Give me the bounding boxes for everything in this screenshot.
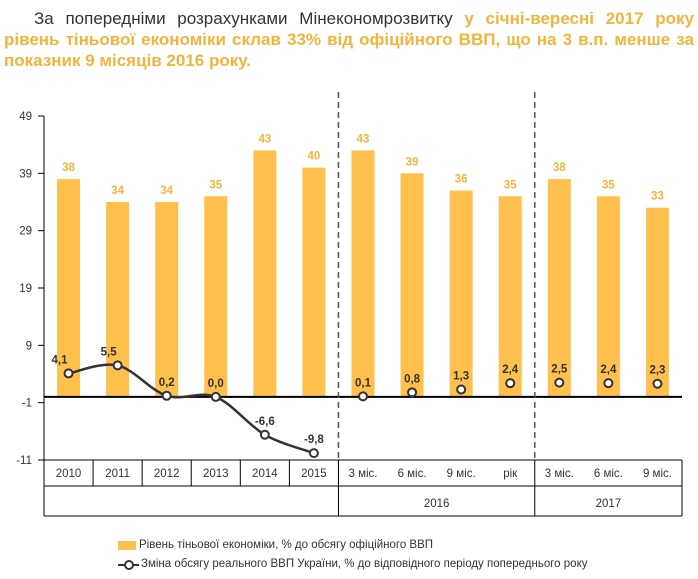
- bar-value-label: 35: [504, 179, 517, 191]
- bar: [155, 202, 179, 397]
- line-point: [161, 390, 172, 401]
- line-point: [603, 378, 614, 389]
- line-point: [259, 429, 270, 440]
- bar-data-labels: 38 34 34 35 43 40 43 39 36 35 38 35 33: [62, 133, 664, 202]
- line-point: [210, 391, 221, 402]
- x-tick-label: 2014: [252, 468, 278, 480]
- x-tick-label: 6 міс.: [398, 468, 427, 480]
- bar-value-label: 40: [308, 151, 321, 163]
- line-value-label: -6,6: [255, 416, 275, 428]
- bar: [449, 190, 473, 397]
- x-tick-label: 2015: [301, 468, 327, 480]
- bar: [57, 179, 81, 397]
- x-tick-label: 9 міс.: [447, 468, 476, 480]
- bar-value-label: 35: [209, 179, 222, 191]
- line-value-label: 2,4: [502, 364, 519, 376]
- bar: [204, 196, 228, 397]
- legend-bar-swatch: [118, 541, 136, 550]
- x-tick-label: 2010: [56, 468, 82, 480]
- y-tick-label: 9: [26, 340, 32, 352]
- legend-entry-bars: Рівень тіньової економіки, % до обсягу о…: [118, 536, 587, 555]
- bar: [498, 196, 522, 397]
- y-tick-label: 49: [19, 111, 32, 123]
- line-value-label: 0,1: [355, 377, 372, 389]
- line-point: [358, 391, 368, 402]
- line-value-label: -9,8: [304, 434, 324, 446]
- headline-plain-text: За попередніми розрахунками Мінекономроз…: [34, 9, 453, 28]
- line-value-label: 5,5: [101, 346, 118, 358]
- bar-value-label: 36: [455, 174, 468, 186]
- bar-series: [57, 150, 669, 397]
- bar: [253, 150, 277, 397]
- legend-entry-line: Зміна обсягу реального ВВП України, % до…: [118, 555, 587, 574]
- bar-value-label: 43: [357, 133, 370, 145]
- line-value-label: 0,2: [159, 377, 175, 389]
- x-tick-label: 6 міс.: [594, 468, 623, 480]
- line-value-label: 4,1: [52, 354, 69, 366]
- bar: [645, 207, 669, 397]
- bar: [547, 179, 571, 397]
- bar-value-label: 34: [160, 185, 173, 197]
- gdp-change-line: [68, 363, 315, 455]
- legend-line-label: Зміна обсягу реального ВВП України, % до…: [141, 557, 588, 570]
- bar: [302, 167, 326, 397]
- x-axis-labels: 2010 2011 2012 2013 2014 2015 3 міс. 6 міс. 9 мі…: [56, 468, 672, 480]
- x-tick-label: 2011: [105, 468, 130, 480]
- line-value-label: 0,0: [208, 378, 224, 390]
- y-tick-label: 29: [19, 226, 32, 238]
- group-label: 2016: [424, 498, 450, 510]
- x-tick-label: 2013: [203, 468, 229, 480]
- bar-value-label: 34: [111, 185, 124, 197]
- line-point: [554, 377, 565, 388]
- legend-line-swatch: [118, 559, 139, 570]
- line-series: [63, 360, 663, 459]
- y-axis: 49 39 29 19 9 -1 -11: [16, 111, 44, 467]
- bar-value-label: 43: [258, 133, 271, 145]
- line-value-label: 2,4: [600, 364, 617, 376]
- group-label: 2017: [596, 498, 622, 510]
- y-tick-label: -1: [22, 398, 32, 410]
- bar: [596, 196, 620, 397]
- line-point: [407, 387, 418, 398]
- bar-value-label: 33: [651, 191, 664, 203]
- line-value-label: 2,5: [551, 364, 568, 376]
- bar: [106, 202, 130, 397]
- line-point: [505, 378, 516, 389]
- chart-legend: Рівень тіньової економіки, % до обсягу о…: [118, 536, 587, 574]
- line-value-label: 2,3: [649, 365, 665, 377]
- bar-value-label: 35: [602, 179, 615, 191]
- line-data-labels: 4,1 5,5 0,2 0,0 -6,6 -9,8 0,1 0,8 1,3 2,4 2,5 2,4 2,…: [52, 346, 666, 446]
- line-value-label: 1,3: [453, 370, 469, 382]
- line-value-label: 0,8: [404, 373, 421, 385]
- bar: [400, 173, 424, 397]
- bar: [351, 150, 375, 397]
- line-point: [112, 360, 123, 371]
- x-tick-label: 9 міс.: [643, 468, 672, 480]
- y-tick-label: -11: [16, 455, 32, 467]
- line-point: [456, 384, 467, 395]
- bar-value-label: 38: [62, 162, 75, 174]
- line-point: [652, 378, 663, 389]
- chart-headline: За попередніми розрахунками Мінекономроз…: [4, 8, 694, 71]
- x-tick-label: 3 міс.: [545, 468, 574, 480]
- line-point: [308, 448, 319, 459]
- y-tick-label: 39: [19, 168, 32, 180]
- x-tick-label: 2012: [154, 468, 180, 480]
- x-tick-label: 3 міс.: [349, 468, 378, 480]
- bar-value-label: 39: [406, 156, 419, 168]
- y-tick-label: 19: [19, 283, 32, 295]
- line-point: [63, 368, 74, 379]
- x-tick-label: рік: [503, 468, 518, 480]
- bar-value-label: 38: [553, 162, 566, 174]
- legend-bar-label: Рівень тіньової економіки, % до обсягу о…: [139, 538, 434, 551]
- headline-accent-text: у січні-вересні 2017 року рівень тіньово…: [4, 9, 694, 70]
